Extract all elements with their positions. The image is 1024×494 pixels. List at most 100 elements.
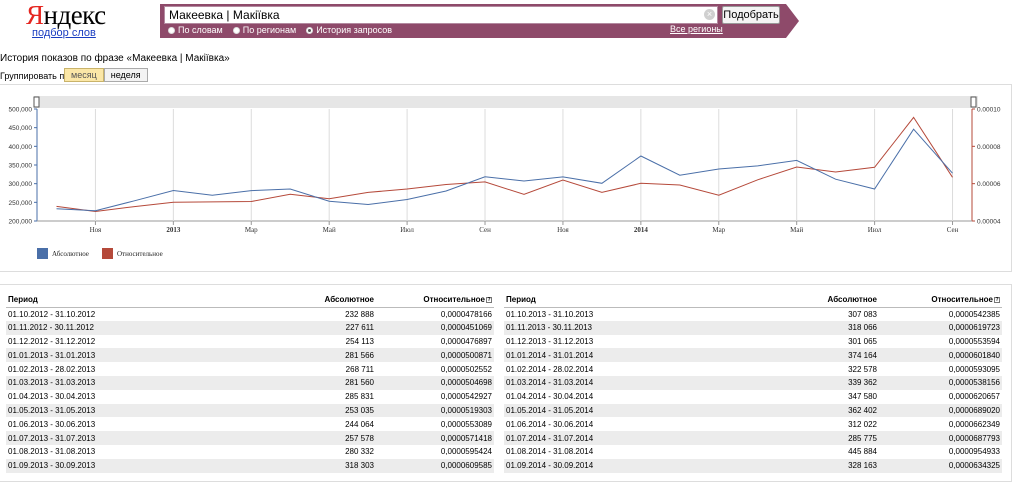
cell-period: 01.03.2013 - 31.03.2013 <box>6 375 206 390</box>
table-row: 01.07.2014 - 31.07.2014 285 775 0,00006877… <box>504 431 1002 445</box>
cell-period: 01.02.2013 - 28.02.2013 <box>6 362 206 376</box>
x-tick-label: Июл <box>868 226 882 234</box>
x-tick-label: Ноя <box>557 226 569 234</box>
cell-relative: 0,0000620657 <box>879 389 1002 404</box>
cell-absolute: 285 831 <box>206 389 376 404</box>
table-row: 01.10.2012 - 31.10.2012 232 888 0,00004781… <box>6 307 494 321</box>
cell-relative: 0,0000601840 <box>879 348 1002 363</box>
radio-dot-selected[interactable] <box>306 26 314 34</box>
left-axis-tick-label: 200,000 <box>9 219 33 226</box>
cell-period: 01.09.2013 - 30.09.2013 <box>6 458 206 473</box>
cell-period: 01.08.2014 - 31.08.2014 <box>504 444 714 459</box>
table-row: 01.04.2014 - 30.04.2014 347 580 0,00006206… <box>504 389 1002 404</box>
logo-rest: ндекс <box>43 0 107 30</box>
cell-relative: 0,0000478166 <box>376 307 494 321</box>
mode-radio-group: По словам По регионам История запросов <box>168 24 402 36</box>
cell-absolute: 254 113 <box>206 334 376 349</box>
radio-label: По регионам <box>242 25 297 35</box>
cell-relative: 0,0000500871 <box>376 348 494 363</box>
cell-relative: 0,0000502552 <box>376 362 494 376</box>
search-bar-arrow <box>786 4 799 38</box>
cell-relative: 0,0000538156 <box>879 375 1002 390</box>
table-row: 01.06.2014 - 30.06.2014 312 022 0,00006623… <box>504 417 1002 432</box>
x-tick-label: Ноя <box>90 226 102 234</box>
left-axis-tick-label: 300,000 <box>9 181 33 188</box>
cell-absolute: 268 711 <box>206 362 376 376</box>
chart-panel: Ноя 2013 Мар Май Июл Сен Ноя 2014 Мар Май Июл Сен 20… <box>0 84 1012 272</box>
cell-relative: 0,0000687793 <box>879 431 1002 445</box>
right-axis-tick-label: 0.00008 <box>977 144 1001 151</box>
series-line-absolute <box>56 128 953 212</box>
navigator-handle-left <box>33 96 40 108</box>
radio-label: По словам <box>178 25 223 35</box>
cell-absolute: 232 888 <box>206 307 376 321</box>
table-row: 01.12.2012 - 31.12.2012 254 113 0,00004768… <box>6 334 494 349</box>
table-row: 01.09.2014 - 30.09.2014 328 163 0,00006343… <box>504 458 1002 473</box>
cell-period: 01.11.2012 - 30.11.2012 <box>6 320 206 335</box>
col-relative-label: Относительное <box>931 295 993 305</box>
cell-relative: 0,0000553594 <box>879 334 1002 349</box>
legend-label-relative: Относительное <box>117 250 163 258</box>
cell-period: 01.11.2013 - 30.11.2013 <box>504 320 714 335</box>
cell-period: 01.08.2013 - 31.08.2013 <box>6 444 206 459</box>
cell-period: 01.12.2013 - 31.12.2013 <box>504 334 714 349</box>
cell-absolute: 253 035 <box>206 403 376 418</box>
cell-absolute: 328 163 <box>714 458 879 473</box>
cell-absolute: 257 578 <box>206 431 376 445</box>
left-axis-tick-label: 450,000 <box>9 125 33 132</box>
radio-by-regions[interactable]: По регионам <box>232 24 297 36</box>
wordstat-link[interactable]: подбор слов <box>32 27 96 39</box>
table-row: 01.06.2013 - 30.06.2013 244 064 0,00005530… <box>6 417 494 432</box>
table-row: 01.11.2012 - 30.11.2012 227 611 0,00004510… <box>6 320 494 335</box>
cell-relative: 0,0000954933 <box>879 444 1002 459</box>
col-period-header: Период <box>6 293 206 308</box>
col-relative-header: Относительное? <box>879 293 1002 308</box>
all-regions-link[interactable]: Все регионы <box>670 24 723 34</box>
right-axis-tick-label: 0.00010 <box>977 107 1001 114</box>
x-tick-label: 2014 <box>634 226 649 234</box>
group-week-button[interactable]: неделя <box>103 68 148 82</box>
cell-absolute: 374 164 <box>714 348 879 363</box>
yandex-logo[interactable]: Яндекс <box>26 1 106 29</box>
table-row: 01.05.2013 - 31.05.2013 253 035 0,00005193… <box>6 403 494 418</box>
cell-relative: 0,0000542385 <box>879 307 1002 321</box>
legend-label-absolute: Абсолютное <box>52 250 89 258</box>
history-table-right: Период Абсолютное Относительное? 01.10.2… <box>504 293 1002 473</box>
table-row: 01.03.2013 - 31.03.2013 281 560 0,00005046… <box>6 375 494 390</box>
cell-absolute: 227 611 <box>206 320 376 335</box>
cell-period: 01.01.2013 - 31.01.2013 <box>6 348 206 363</box>
col-relative-label: Относительное <box>423 295 485 305</box>
cell-period: 01.04.2013 - 30.04.2013 <box>6 389 206 404</box>
cell-absolute: 362 402 <box>714 403 879 418</box>
navigator-handle-right <box>970 96 977 108</box>
legend-swatch-relative <box>102 248 113 259</box>
table-row: 01.09.2013 - 30.09.2013 318 303 0,00006095… <box>6 458 494 473</box>
cell-period: 01.04.2014 - 30.04.2014 <box>504 389 714 404</box>
radio-history[interactable]: История запросов <box>306 24 392 36</box>
table-panel: Период Абсолютное Относительное? 01.10.2… <box>0 284 1012 482</box>
cell-absolute: 347 580 <box>714 389 879 404</box>
radio-dot[interactable] <box>168 26 175 34</box>
table-row: 01.02.2013 - 28.02.2013 268 711 0,00005025… <box>6 362 494 376</box>
help-icon[interactable]: ? <box>486 297 492 304</box>
x-tick-label: Июл <box>400 226 414 234</box>
clear-icon[interactable]: × <box>704 9 715 20</box>
cell-period: 01.10.2013 - 31.10.2013 <box>504 307 714 321</box>
col-period-header: Период <box>504 293 714 308</box>
cell-relative: 0,0000553089 <box>376 417 494 432</box>
find-button[interactable]: Подобрать <box>722 6 780 24</box>
page-title: История показов по фразе «Макеевка | Мак… <box>0 53 230 64</box>
cell-period: 01.06.2013 - 30.06.2013 <box>6 417 206 432</box>
group-month-button[interactable]: месяц <box>64 68 104 82</box>
search-input[interactable]: Макеевка | Макіївка <box>164 6 718 24</box>
help-icon[interactable]: ? <box>994 297 1000 304</box>
cell-absolute: 244 064 <box>206 417 376 432</box>
cell-absolute: 312 022 <box>714 417 879 432</box>
table-row: 01.11.2013 - 30.11.2013 318 066 0,00006197… <box>504 320 1002 335</box>
radio-by-words[interactable]: По словам <box>168 24 223 36</box>
x-tick-label: Май <box>323 226 336 234</box>
left-axis-tick-label: 250,000 <box>9 200 33 207</box>
cell-absolute: 318 303 <box>206 458 376 473</box>
cell-period: 01.06.2014 - 30.06.2014 <box>504 417 714 432</box>
radio-dot[interactable] <box>232 26 240 34</box>
